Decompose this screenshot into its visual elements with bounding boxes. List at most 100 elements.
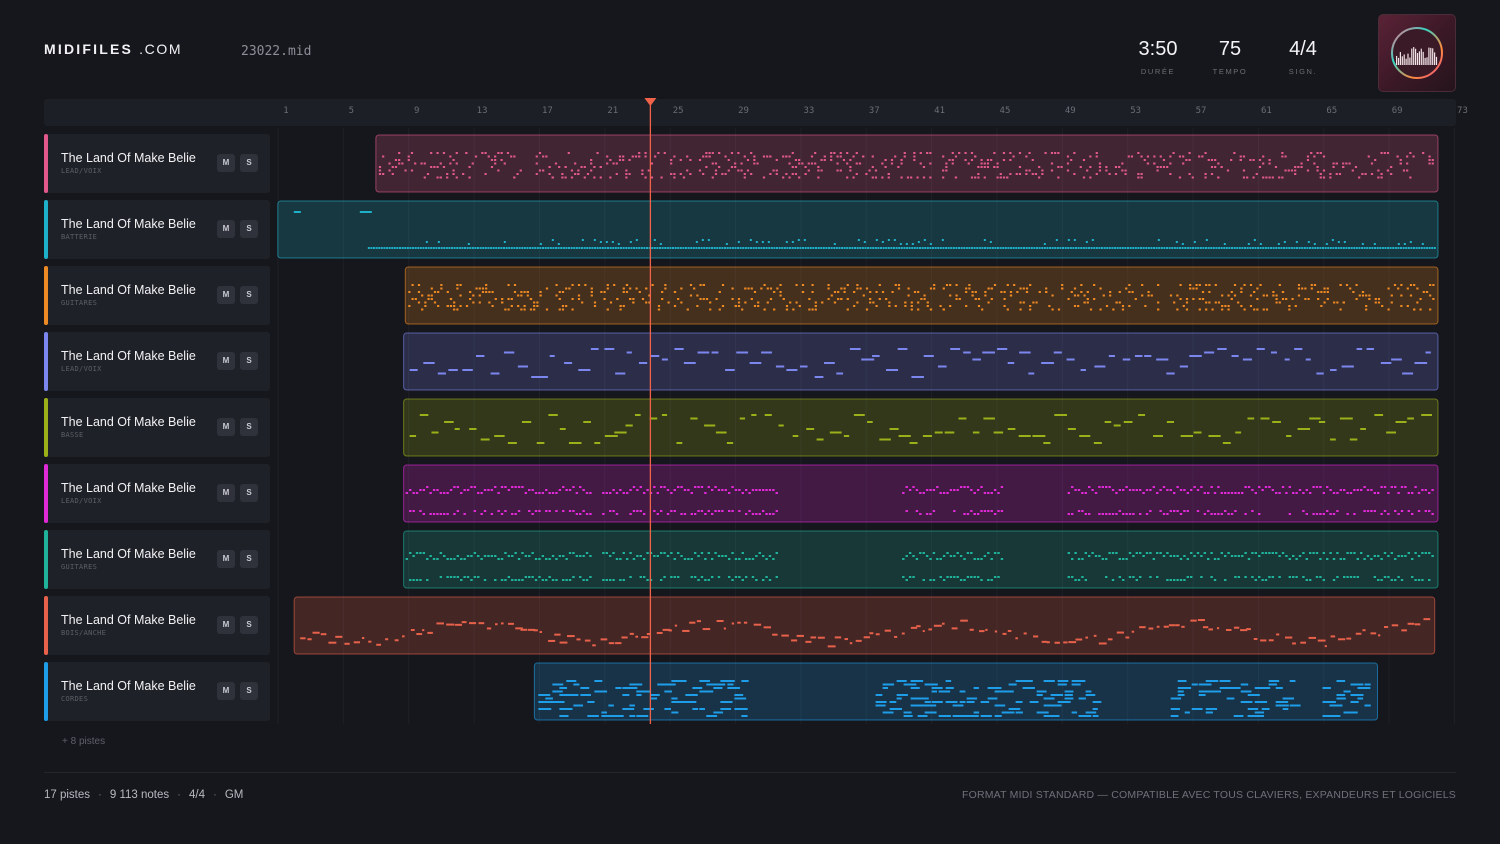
midi-region[interactable]	[293, 596, 1436, 655]
midi-note	[1159, 552, 1162, 554]
mute-button[interactable]: M	[217, 286, 235, 304]
track-lane[interactable]	[533, 662, 1379, 721]
solo-button[interactable]: S	[240, 154, 258, 172]
midi-note	[393, 247, 396, 249]
midi-note	[1220, 492, 1224, 494]
midi-note	[1407, 417, 1414, 420]
ruler-tick: 17	[542, 106, 553, 116]
midi-note	[1406, 305, 1409, 307]
site-logo[interactable]: MIDIFILES .COM	[44, 41, 182, 57]
track-lane[interactable]	[277, 200, 1439, 259]
midi-note	[1009, 291, 1013, 293]
midi-note	[430, 166, 433, 168]
midi-region[interactable]	[404, 266, 1439, 325]
track-header[interactable]: The Land Of Make Belie LEAD/VOIX M S	[44, 332, 270, 391]
midi-note	[964, 159, 967, 161]
midi-note	[1339, 489, 1343, 491]
mute-button[interactable]: M	[217, 352, 235, 370]
midi-note	[1012, 155, 1015, 158]
midi-note	[456, 576, 460, 578]
midi-note	[1275, 294, 1278, 297]
midi-note	[446, 576, 449, 578]
midi-note	[942, 492, 946, 494]
midi-note	[1381, 247, 1384, 249]
track-header[interactable]: The Land Of Make Belie GUITARES M S	[44, 266, 270, 325]
track-header[interactable]: The Land Of Make Belie CORDES M S	[44, 662, 270, 721]
midi-note	[1413, 284, 1416, 286]
midi-note	[980, 162, 983, 165]
midi-note	[1119, 247, 1122, 249]
midi-region[interactable]	[533, 662, 1379, 721]
midi-note	[1183, 579, 1186, 581]
midi-note	[997, 492, 1000, 494]
solo-button[interactable]: S	[240, 484, 258, 502]
midi-note	[1137, 173, 1140, 175]
midi-region[interactable]	[375, 134, 1439, 193]
playhead-marker-icon[interactable]	[644, 98, 657, 106]
midi-note	[627, 247, 630, 249]
album-cover[interactable]	[1378, 14, 1456, 92]
solo-button[interactable]: S	[240, 352, 258, 370]
midi-note	[772, 633, 778, 636]
midi-note	[1377, 555, 1380, 557]
solo-button[interactable]: S	[240, 682, 258, 700]
track-header[interactable]: The Land Of Make Belie LEAD/VOIX M S	[44, 134, 270, 193]
midi-note	[744, 287, 747, 290]
midi-note	[687, 489, 690, 491]
timeline-ruler[interactable]: 1 5 9 13 17 21 25 29 33 37 41 45 49 53 57 61 65 69 73	[44, 99, 1468, 126]
midi-note	[1234, 576, 1237, 578]
mute-button[interactable]: M	[217, 154, 235, 172]
mute-button[interactable]: M	[217, 616, 235, 634]
midi-note	[1132, 576, 1135, 578]
midi-note	[426, 558, 429, 560]
mute-button[interactable]: M	[217, 550, 235, 568]
midi-note	[1306, 155, 1310, 158]
track-lane[interactable]	[375, 134, 1439, 193]
midi-note	[1230, 298, 1233, 300]
solo-button[interactable]: S	[240, 286, 258, 304]
midi-note	[1057, 166, 1060, 168]
solo-button[interactable]: S	[240, 616, 258, 634]
mute-button[interactable]: M	[217, 484, 235, 502]
midi-note	[1054, 152, 1057, 154]
midi-note	[1134, 355, 1143, 357]
track-header[interactable]: The Land Of Make Belie LEAD/VOIX M S	[44, 464, 270, 523]
midi-note	[1086, 301, 1089, 304]
midi-note	[580, 694, 591, 696]
midi-region[interactable]	[403, 332, 1439, 391]
midi-note	[408, 291, 411, 293]
mute-button[interactable]: M	[217, 682, 235, 700]
midi-note	[622, 579, 625, 581]
midi-region[interactable]	[277, 200, 1439, 259]
midi-note	[606, 155, 609, 158]
mute-button[interactable]: M	[217, 418, 235, 436]
track-header[interactable]: The Land Of Make Belie GUITARES M S	[44, 530, 270, 589]
mute-button[interactable]: M	[217, 220, 235, 238]
midi-note	[1274, 166, 1278, 168]
more-tracks-link[interactable]: + 8 pistes	[62, 736, 106, 747]
midi-region[interactable]	[403, 398, 1439, 457]
footer-divider	[44, 772, 1456, 773]
solo-button[interactable]: S	[240, 220, 258, 238]
track-lane[interactable]	[404, 266, 1439, 325]
track-lane[interactable]	[403, 530, 1439, 589]
track-lane[interactable]	[403, 332, 1439, 391]
solo-button[interactable]: S	[240, 418, 258, 436]
track-header[interactable]: The Land Of Make Belie BASSE M S	[44, 398, 270, 457]
track-lane[interactable]	[293, 596, 1436, 655]
track-lane[interactable]	[403, 398, 1439, 457]
midi-note	[794, 247, 797, 249]
summary-tracks: 17 pistes	[44, 789, 91, 801]
midi-note	[378, 247, 381, 249]
track-lane[interactable]	[403, 464, 1439, 523]
track-header[interactable]: The Land Of Make Belie BOIS/ANCHE M S	[44, 596, 270, 655]
solo-button[interactable]: S	[240, 550, 258, 568]
midi-note	[775, 576, 778, 578]
midi-region[interactable]	[403, 530, 1439, 589]
midi-note	[600, 638, 608, 641]
midi-note	[594, 680, 603, 682]
track-header[interactable]: The Land Of Make Belie BATTERIE M S	[44, 200, 270, 259]
midi-note	[1112, 308, 1115, 311]
track-category: BATTERIE	[61, 233, 98, 241]
